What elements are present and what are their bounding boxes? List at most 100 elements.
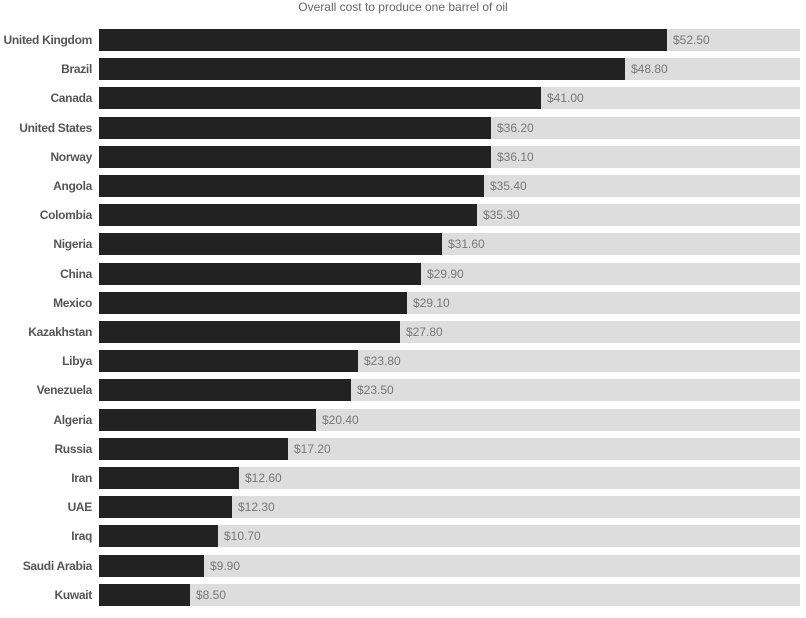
- bar-row: Libya $23.80: [0, 350, 806, 372]
- bar-row: UAE $12.30: [0, 496, 806, 518]
- value-label: $20.40: [322, 413, 359, 427]
- value-label: $29.90: [427, 267, 464, 281]
- bar: [99, 263, 421, 285]
- bar: [99, 87, 541, 109]
- bar-row: Norway $36.10: [0, 146, 806, 168]
- bar: [99, 555, 204, 577]
- bar-track: $29.90: [99, 263, 800, 285]
- bar-row: Kuwait $8.50: [0, 584, 806, 606]
- category-label: Canada: [50, 91, 92, 105]
- category-label: Norway: [50, 150, 92, 164]
- bar-row: Brazil $48.80: [0, 58, 806, 80]
- bar-row: United Kingdom $52.50: [0, 29, 806, 51]
- value-label: $36.10: [497, 150, 534, 164]
- category-label: Libya: [62, 354, 92, 368]
- bar-row: Nigeria $31.60: [0, 233, 806, 255]
- bar-track: $52.50: [99, 29, 800, 51]
- value-label: $23.50: [357, 383, 394, 397]
- bar: [99, 175, 484, 197]
- value-label: $35.40: [490, 179, 527, 193]
- bar-track: $17.20: [99, 438, 800, 460]
- bar-track: $20.40: [99, 409, 800, 431]
- value-label: $31.60: [448, 237, 485, 251]
- bar-track: $10.70: [99, 525, 800, 547]
- value-label: $36.20: [497, 121, 534, 135]
- value-label: $12.30: [238, 500, 275, 514]
- bar: [99, 496, 232, 518]
- value-label: $29.10: [413, 296, 450, 310]
- bar: [99, 146, 491, 168]
- bar-track: $41.00: [99, 87, 800, 109]
- bar-track: $48.80: [99, 58, 800, 80]
- value-label: $10.70: [224, 529, 261, 543]
- category-label: Venezuela: [36, 383, 93, 397]
- category-label: Angola: [53, 179, 92, 193]
- bar-row: Saudi Arabia $9.90: [0, 555, 806, 577]
- bar-track: $12.30: [99, 496, 800, 518]
- bar: [99, 292, 407, 314]
- bar-track: $12.60: [99, 467, 800, 489]
- bar-track: $36.20: [99, 117, 800, 139]
- category-label: Kuwait: [54, 588, 92, 602]
- value-label: $35.30: [483, 208, 520, 222]
- bar-track: $9.90: [99, 555, 800, 577]
- value-label: $17.20: [294, 442, 331, 456]
- category-label: United Kingdom: [3, 33, 93, 47]
- bar-row: Angola $35.40: [0, 175, 806, 197]
- bar: [99, 233, 442, 255]
- bar-row: Kazakhstan $27.80: [0, 321, 806, 343]
- bar: [99, 117, 491, 139]
- bar-row: Iraq $10.70: [0, 525, 806, 547]
- value-label: $23.80: [364, 354, 401, 368]
- category-label: Nigeria: [53, 237, 92, 251]
- category-label: Colombia: [39, 208, 93, 222]
- bar: [99, 438, 288, 460]
- bar-row: Canada $41.00: [0, 87, 806, 109]
- value-label: $9.90: [210, 559, 241, 573]
- bar-row: Algeria $20.40: [0, 409, 806, 431]
- value-label: $52.50: [673, 33, 710, 47]
- category-label: Brazil: [61, 62, 92, 76]
- chart-title: Overall cost to produce one barrel of oi…: [298, 0, 508, 14]
- bar: [99, 350, 358, 372]
- category-label: Mexico: [53, 296, 92, 310]
- value-label: $12.60: [245, 471, 282, 485]
- category-label: United States: [19, 121, 92, 135]
- bar: [99, 29, 667, 51]
- bar: [99, 204, 477, 226]
- bar-row: Russia $17.20: [0, 438, 806, 460]
- category-label: Algeria: [53, 413, 92, 427]
- category-label: Iran: [71, 471, 92, 485]
- category-label: Russia: [54, 442, 92, 456]
- bar-track: $23.80: [99, 350, 800, 372]
- bar-row: Colombia $35.30: [0, 204, 806, 226]
- bar-track: $23.50: [99, 379, 800, 401]
- category-label: Kazakhstan: [28, 325, 92, 339]
- category-label: UAE: [67, 500, 93, 514]
- bar: [99, 409, 316, 431]
- bar-track: $35.30: [99, 204, 800, 226]
- bar-row: United States $36.20: [0, 117, 806, 139]
- bar: [99, 584, 190, 606]
- category-label: Iraq: [71, 529, 92, 543]
- value-label: $8.50: [196, 588, 227, 602]
- bar: [99, 58, 625, 80]
- bar-track: $29.10: [99, 292, 800, 314]
- value-label: $48.80: [631, 62, 668, 76]
- bar-row: Mexico $29.10: [0, 292, 806, 314]
- bar-row: Iran $12.60: [0, 467, 806, 489]
- bar: [99, 321, 400, 343]
- bar-track: $31.60: [99, 233, 800, 255]
- bar-row: Venezuela $23.50: [0, 379, 806, 401]
- bar: [99, 525, 218, 547]
- bar: [99, 379, 351, 401]
- bar: [99, 467, 239, 489]
- bar-track: $35.40: [99, 175, 800, 197]
- value-label: $27.80: [406, 325, 443, 339]
- bar-track: $27.80: [99, 321, 800, 343]
- category-label: China: [60, 267, 92, 281]
- bar-row: China $29.90: [0, 263, 806, 285]
- bar-track: $36.10: [99, 146, 800, 168]
- value-label: $41.00: [547, 91, 584, 105]
- category-label: Saudi Arabia: [22, 559, 93, 573]
